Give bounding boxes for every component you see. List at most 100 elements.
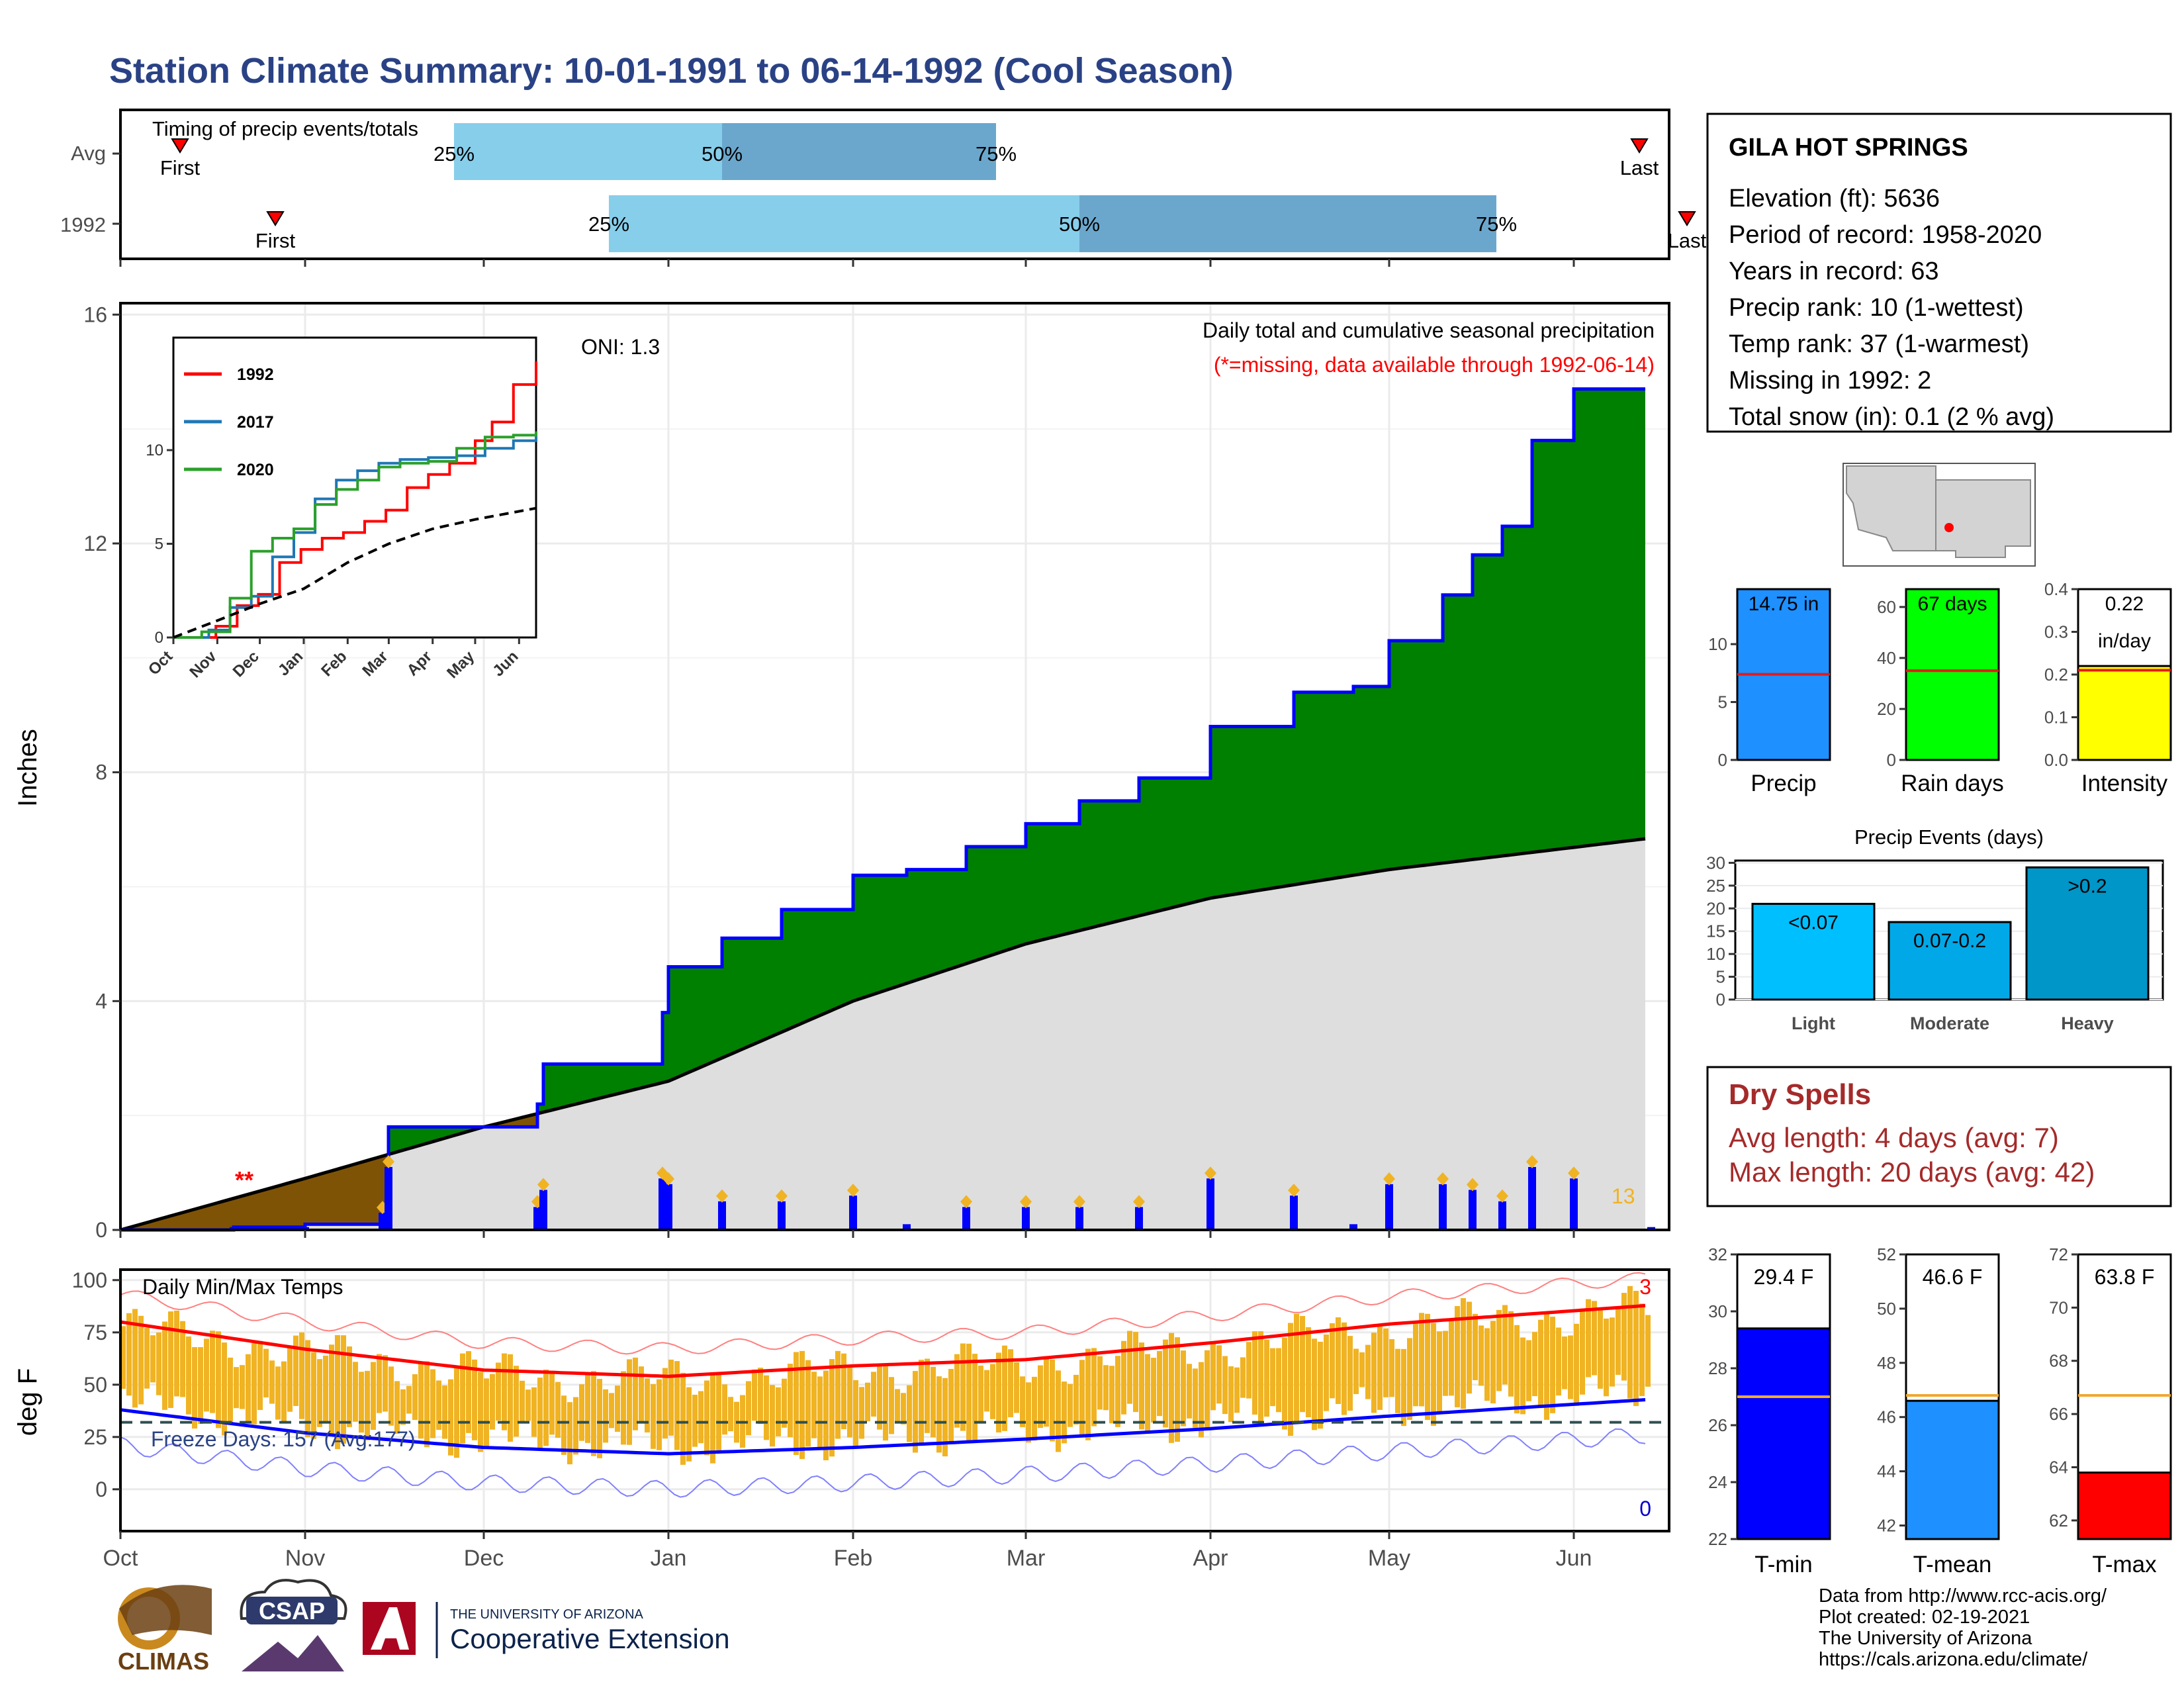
daily-temp-bar	[847, 1366, 852, 1438]
credits: Data from http://www.rcc-acis.org/Plot c…	[1819, 1585, 2107, 1670]
daily-temp-bar	[615, 1385, 620, 1432]
timing-p25-label: 25%	[588, 212, 629, 236]
daily-precip-bar	[1206, 1178, 1214, 1230]
daily-temp-bar	[1550, 1317, 1555, 1413]
month-label: Mar	[1007, 1546, 1046, 1571]
daily-temp-bar	[841, 1353, 846, 1430]
daily-temp-bar	[1479, 1325, 1484, 1386]
temp-bar-label: T-mean	[1913, 1552, 1992, 1577]
daily-temp-bar	[865, 1382, 870, 1422]
events-y-label: 5	[1716, 967, 1725, 987]
daily-temp-bar	[377, 1354, 382, 1413]
daily-temp-bar	[132, 1309, 138, 1408]
climas-logo-swoosh	[119, 1585, 212, 1635]
daily-temp-bar	[1639, 1303, 1645, 1396]
daily-temp-bar	[1050, 1359, 1055, 1442]
daily-temp-bar	[359, 1372, 364, 1433]
daily-temp-bar	[1562, 1336, 1567, 1389]
daily-temp-bar	[859, 1387, 864, 1439]
daily-temp-bar	[1419, 1313, 1424, 1407]
inset-legend-label: 1992	[237, 365, 274, 384]
daily-temp-bar	[269, 1360, 275, 1404]
daily-temp-bar	[603, 1389, 608, 1443]
daily-temp-bar	[1401, 1348, 1406, 1427]
temp-bar-fill	[1736, 1327, 1831, 1540]
daily-temp-bar	[1234, 1367, 1240, 1413]
inset-line-1992	[173, 361, 537, 639]
temp-bar-y-label: 64	[2049, 1457, 2068, 1477]
daily-temp-bar	[1592, 1301, 1597, 1376]
daily-temp-bar	[1103, 1365, 1109, 1411]
daily-temp-bar	[561, 1395, 567, 1455]
daily-temp-bar	[1330, 1323, 1335, 1399]
station-info-line: Total snow (in): 0.1 (2 % avg)	[1729, 403, 2054, 431]
daily-temp-bar	[1062, 1382, 1067, 1444]
timing-first-marker	[171, 138, 189, 154]
station-info-line: Precip rank: 10 (1-wettest)	[1729, 294, 2024, 322]
daily-precip-bar	[1022, 1207, 1030, 1230]
temp-bar-value: 46.6 F	[1923, 1265, 1983, 1289]
daily-temp-bar	[126, 1313, 132, 1396]
daily-temp-bar	[466, 1351, 471, 1433]
daily-temp-bar	[317, 1359, 322, 1427]
dry-spells-max: Max length: 20 days (avg: 42)	[1729, 1156, 2095, 1188]
timing-row-label-year: 1992	[60, 213, 106, 236]
daily-precip-bar	[301, 1227, 309, 1230]
station-location-dot	[1944, 523, 1954, 532]
daily-temp-bar	[1258, 1331, 1263, 1425]
main-y-tick-label: 8	[95, 761, 107, 784]
temp-bar-y-label: 50	[1877, 1299, 1896, 1319]
heavy-event-marker	[1020, 1195, 1032, 1209]
daily-temp-bar	[972, 1354, 978, 1441]
timing-first-marker	[266, 211, 285, 226]
daily-temp-bar	[1353, 1348, 1359, 1394]
temp-bar-y-label: 66	[2049, 1404, 2068, 1424]
daily-temp-bar	[1467, 1301, 1472, 1394]
events-y-label: 10	[1706, 944, 1725, 964]
temp-bar-fill	[2077, 1472, 2172, 1540]
daily-temp-bar	[829, 1359, 835, 1457]
heavy-event-marker	[960, 1195, 972, 1209]
temp-bar-y-label: 32	[1708, 1244, 1727, 1264]
daily-temp-bar	[394, 1381, 400, 1434]
timing-p50-label: 50%	[1059, 212, 1100, 236]
inset-legend-label: 2020	[237, 461, 274, 479]
daily-temp-bar	[1580, 1308, 1585, 1395]
heavy-event-marker	[1383, 1172, 1395, 1186]
daily-temp-bar	[502, 1353, 507, 1430]
event-bar-label: Light	[1792, 1013, 1835, 1033]
ua-logo: THE UNIVERSITY OF ARIZONA Cooperative Ex…	[363, 1602, 730, 1658]
daily-precip-bar	[903, 1224, 911, 1230]
daily-temp-bar	[704, 1380, 709, 1456]
daily-temp-bar	[782, 1378, 787, 1428]
daily-temp-bar	[496, 1362, 501, 1421]
timing-p50-label: 50%	[702, 142, 743, 165]
daily-temp-bar	[287, 1348, 293, 1412]
daily-temp-bar	[460, 1353, 465, 1444]
daily-precip-bar	[1385, 1184, 1393, 1230]
heavy-event-marker	[1073, 1195, 1085, 1209]
daily-temp-bar	[180, 1321, 185, 1397]
daily-temp-bar	[1526, 1340, 1531, 1401]
timing-p25-label: 25%	[433, 142, 475, 165]
csap-logo-badge	[246, 1597, 338, 1624]
summary-y-label: 0	[1887, 750, 1896, 770]
summary-y-label: 5	[1718, 692, 1727, 712]
events-y-label: 0	[1716, 990, 1725, 1009]
daily-temp-bar	[1586, 1299, 1591, 1378]
temp-bar-y-label: 44	[1877, 1462, 1896, 1481]
summary-y-label: 0.1	[2044, 708, 2068, 727]
daily-precip-bar	[1135, 1207, 1143, 1230]
ua-logo-bottom-text: Cooperative Extension	[450, 1623, 730, 1654]
month-label: May	[1368, 1546, 1410, 1571]
daily-temp-bar	[204, 1338, 209, 1412]
heavy-event-marker	[1467, 1178, 1479, 1192]
temp-y-tick-label: 75	[83, 1321, 107, 1344]
csap-mountains	[242, 1635, 344, 1671]
temp-title: Daily Min/Max Temps	[142, 1275, 343, 1299]
avg-min-line	[120, 1398, 1646, 1456]
daily-temp-bar	[1205, 1350, 1210, 1429]
daily-temp-bar	[1246, 1342, 1251, 1399]
daily-temp-bar	[1133, 1332, 1138, 1413]
daily-precip-bar	[849, 1196, 857, 1230]
